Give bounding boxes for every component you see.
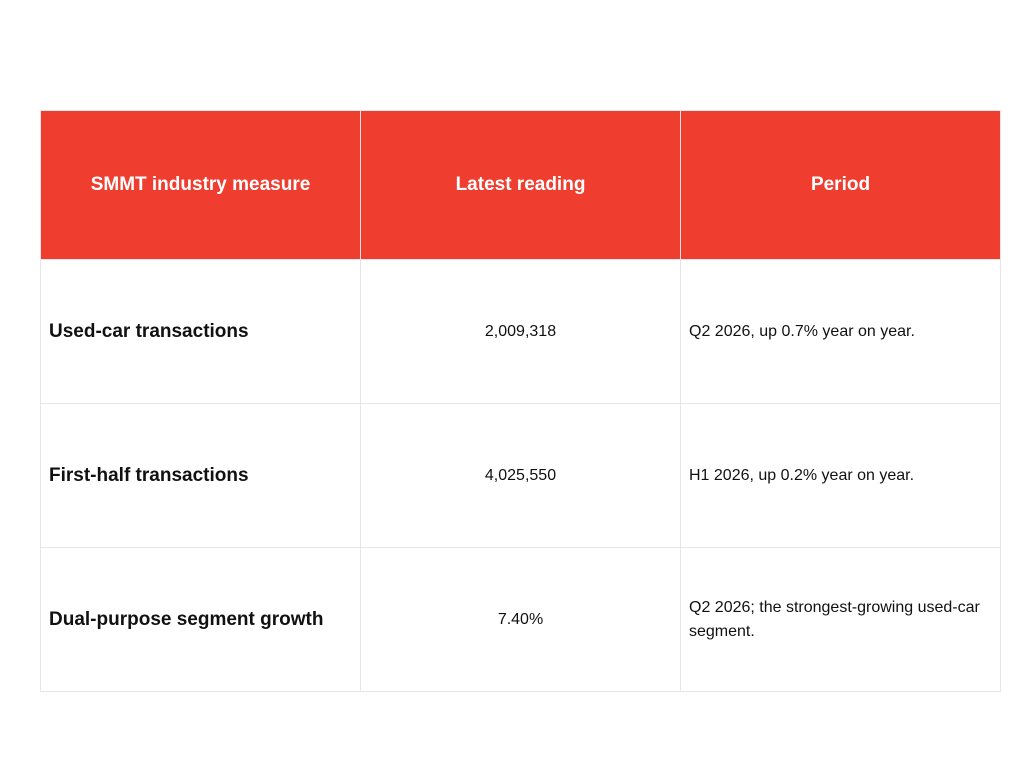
cell-measure: First-half transactions [40, 403, 361, 548]
table-row: First-half transactions 4,025,550 H1 202… [40, 403, 1001, 548]
smmt-data-table: SMMT industry measure Latest reading Per… [40, 110, 1001, 692]
table-row: Used-car transactions 2,009,318 Q2 2026,… [40, 259, 1001, 404]
header-latest-reading: Latest reading [360, 110, 681, 260]
cell-reading: 2,009,318 [360, 259, 681, 404]
table-header-row: SMMT industry measure Latest reading Per… [40, 110, 1001, 260]
cell-measure: Used-car transactions [40, 259, 361, 404]
header-measure: SMMT industry measure [40, 110, 361, 260]
cell-measure: Dual-purpose segment growth [40, 547, 361, 692]
cell-period: H1 2026, up 0.2% year on year. [680, 403, 1001, 548]
table-row: Dual-purpose segment growth 7.40% Q2 202… [40, 547, 1001, 692]
cell-period: Q2 2026; the strongest-growing used-car … [680, 547, 1001, 692]
cell-period: Q2 2026, up 0.7% year on year. [680, 259, 1001, 404]
data-table-container: SMMT industry measure Latest reading Per… [40, 110, 1001, 692]
cell-reading: 7.40% [360, 547, 681, 692]
cell-reading: 4,025,550 [360, 403, 681, 548]
header-period: Period [680, 110, 1001, 260]
